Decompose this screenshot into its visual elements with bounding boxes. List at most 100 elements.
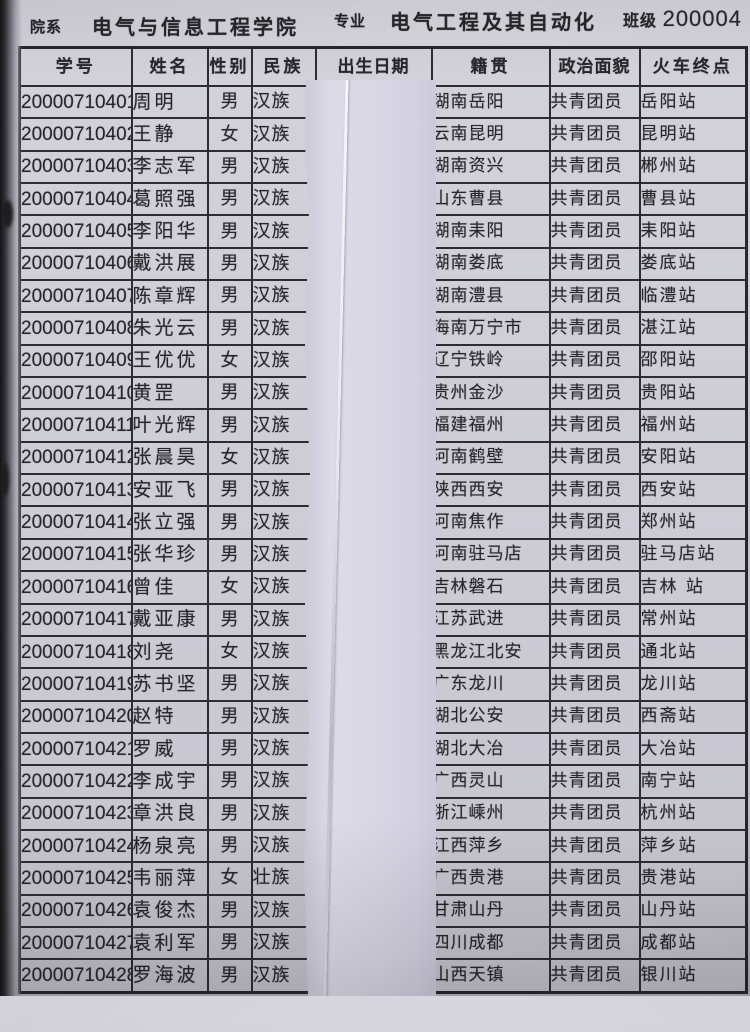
- origin-cell: 云南昆明: [430, 117, 551, 152]
- station-cell: 郴州站: [638, 149, 748, 185]
- name-cell: 袁俊杰: [130, 893, 209, 928]
- gender-cell: 男: [206, 246, 253, 282]
- station-cell: 福州站: [638, 408, 748, 443]
- name-cell: 王优优: [130, 343, 209, 379]
- department-value: 电气与信息工程学院: [92, 15, 299, 39]
- political-status-cell: 共青团员: [548, 731, 641, 767]
- column-header-name: 姓名: [130, 46, 209, 87]
- origin-cell: 河南驻马店: [430, 537, 551, 573]
- gender-cell: 男: [206, 699, 253, 734]
- station-cell: 昆明站: [638, 117, 748, 152]
- student-id-cell: 20000710426: [18, 893, 133, 928]
- origin-cell: 贵州金沙: [430, 376, 551, 411]
- student-id-cell: 20000710415: [18, 537, 133, 573]
- name-cell: 周明: [130, 84, 209, 120]
- table-row: 20000710427 袁利军男汉族 四川成都 共青团员 成都站: [18, 925, 748, 961]
- name-cell: 戴洪展: [130, 246, 209, 282]
- ethnicity-cell: 汉族: [250, 764, 317, 799]
- station-cell: 杭州站: [638, 796, 748, 831]
- origin-cell: 湖北公安: [430, 699, 551, 734]
- ethnicity-cell: 汉族: [250, 376, 317, 411]
- political-status-cell: 共青团员: [548, 149, 641, 185]
- name-cell: 袁利军: [130, 925, 209, 961]
- student-id-cell: 20000710401: [18, 84, 133, 120]
- ethnicity-cell: 汉族: [250, 279, 317, 314]
- political-status-cell: 共青团员: [548, 376, 641, 411]
- station-cell: 西斋站: [638, 699, 748, 734]
- column-header-political-status: 政治面貌: [548, 46, 641, 87]
- name-cell: 李阳华: [130, 214, 209, 249]
- student-id-cell: 20000710422: [18, 764, 133, 799]
- station-cell: 成都站: [638, 925, 748, 961]
- gender-cell: 男: [206, 279, 253, 314]
- political-status-cell: 共青团员: [548, 473, 641, 508]
- ethnicity-cell: 汉族: [250, 731, 317, 767]
- student-id-cell: 20000710417: [18, 602, 133, 637]
- page-edge-shadow: [0, 0, 22, 996]
- origin-cell: 湖南耒阳: [430, 214, 551, 249]
- ethnicity-cell: 汉族: [250, 699, 317, 734]
- table-row: 20000710407 陈章辉男汉族 湖南澧县 共青团员 临澧站: [18, 279, 748, 314]
- station-cell: 萍乡站: [638, 828, 748, 864]
- student-id-cell: 20000710410: [18, 376, 133, 411]
- gender-cell: 男: [206, 764, 253, 799]
- gender-cell: 男: [206, 505, 253, 540]
- paper-strip-crease: [322, 80, 349, 996]
- political-status-cell: 共青团员: [548, 958, 641, 994]
- department-label: 院系: [30, 18, 63, 36]
- name-cell: 张晨昊: [130, 440, 209, 476]
- student-id-cell: 20000710412: [18, 440, 133, 476]
- ethnicity-cell: 汉族: [250, 246, 317, 282]
- political-status-cell: 共青团员: [548, 667, 641, 702]
- political-status-cell: 共青团员: [548, 861, 641, 896]
- ethnicity-cell: 汉族: [250, 958, 317, 994]
- gender-cell: 男: [206, 376, 253, 411]
- gender-cell: 女: [206, 570, 253, 605]
- page-edge-notch: [0, 462, 9, 496]
- name-cell: 苏书坚: [130, 667, 209, 702]
- column-header-train-station: 火车终点: [638, 46, 748, 87]
- major-label: 专业: [334, 12, 367, 30]
- station-cell: 贵港站: [638, 861, 748, 896]
- political-status-cell: 共青团员: [548, 84, 641, 120]
- gender-cell: 男: [206, 149, 253, 185]
- student-id-cell: 20000710427: [18, 925, 133, 961]
- student-id-cell: 20000710416: [18, 570, 133, 605]
- column-header-origin: 籍贯: [430, 46, 551, 87]
- station-cell: 吉林 站: [638, 570, 748, 605]
- political-status-cell: 共青团员: [548, 764, 641, 799]
- student-id-cell: 20000710405: [18, 214, 133, 249]
- gender-cell: 男: [206, 408, 253, 443]
- ethnicity-cell: 汉族: [250, 473, 317, 508]
- gender-cell: 男: [206, 602, 253, 637]
- station-cell: 曹县站: [638, 182, 748, 217]
- political-status-cell: 共青团员: [548, 893, 641, 928]
- station-cell: 安阳站: [638, 440, 748, 476]
- ethnicity-cell: 汉族: [250, 537, 317, 573]
- origin-cell: 浙江嵊州: [430, 796, 551, 831]
- station-cell: 常州站: [638, 602, 748, 637]
- political-status-cell: 共青团员: [548, 279, 641, 314]
- gender-cell: 女: [206, 861, 253, 896]
- gender-cell: 男: [206, 796, 253, 831]
- station-cell: 贵阳站: [638, 376, 748, 411]
- table-row: 20000710409 王优优女汉族 辽宁铁岭 共青团员 邵阳站: [18, 343, 748, 379]
- student-id-cell: 20000710428: [18, 958, 133, 994]
- gender-cell: 男: [206, 214, 253, 249]
- station-cell: 郑州站: [638, 505, 748, 540]
- ethnicity-cell: 汉族: [250, 408, 317, 443]
- student-id-cell: 20000710424: [18, 828, 133, 864]
- political-status-cell: 共青团员: [548, 602, 641, 637]
- name-cell: 安亚飞: [130, 473, 209, 508]
- political-status-cell: 共青团员: [548, 570, 641, 605]
- gender-cell: 男: [206, 473, 253, 508]
- student-id-cell: 20000710425: [18, 861, 133, 896]
- origin-cell: 江苏武进: [430, 602, 551, 637]
- political-status-cell: 共青团员: [548, 182, 641, 217]
- gender-cell: 男: [206, 537, 253, 573]
- station-cell: 娄底站: [638, 246, 748, 282]
- origin-cell: 福建福州: [430, 408, 551, 443]
- student-id-cell: 20000710409: [18, 343, 133, 379]
- origin-cell: 陕西西安: [430, 473, 551, 508]
- name-cell: 戴亚康: [130, 602, 209, 637]
